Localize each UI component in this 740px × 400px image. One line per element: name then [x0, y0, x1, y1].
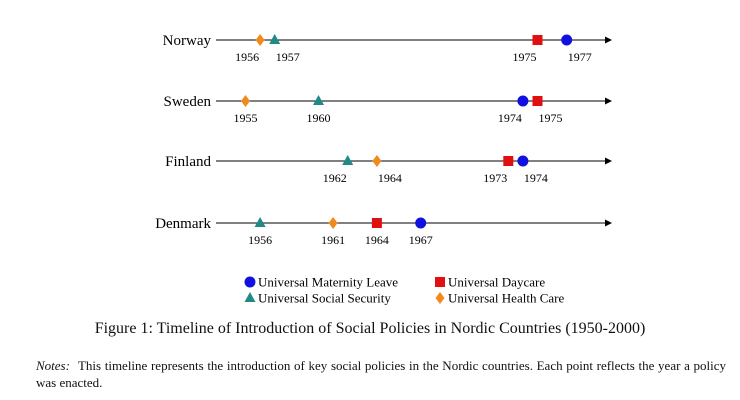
maternity-legend-icon [244, 276, 256, 288]
legend-label: Universal Social Security [258, 291, 391, 306]
timeline-row-finland: Finland 1962 1964 1973 1974 [165, 154, 612, 185]
timeline-arrowhead [605, 157, 612, 165]
country-label: Norway [163, 33, 212, 49]
timeline-arrowhead [605, 36, 612, 44]
year-label: 1955 [234, 111, 258, 125]
daycare-legend-icon [435, 277, 445, 287]
legend-item-health: Universal Health Care [435, 291, 564, 306]
year-label: 1964 [378, 171, 402, 185]
year-label: 1974 [498, 111, 522, 125]
social-marker [313, 95, 324, 105]
legend-item-maternity: Universal Maternity Leave [244, 275, 398, 290]
country-label: Finland [165, 154, 211, 170]
year-label: 1964 [365, 233, 389, 247]
health-marker [372, 155, 382, 167]
figure-caption: Figure 1: Timeline of Introduction of So… [94, 320, 646, 337]
legend-item-social: Universal Social Security [244, 291, 391, 306]
year-label: 1956 [248, 233, 272, 247]
year-label: 1975 [539, 111, 563, 125]
year-label: 1975 [513, 50, 537, 64]
social-marker [254, 217, 266, 227]
year-label: 1973 [483, 171, 507, 185]
daycare-marker [532, 35, 543, 45]
social-legend-icon [244, 292, 256, 302]
timeline-row-norway: Norway 1956 1957 1975 1977 [163, 33, 612, 64]
maternity-marker [517, 95, 529, 107]
social-marker [342, 155, 354, 165]
timeline-arrowhead [605, 219, 612, 227]
figure-notes: Notes: This timeline represents the intro… [36, 357, 726, 391]
legend-label: Universal Health Care [448, 291, 564, 306]
year-label: 1960 [307, 111, 331, 125]
year-label: 1967 [409, 233, 433, 247]
chart-legend: Universal Maternity Leave Universal Dayca… [244, 275, 564, 306]
maternity-marker [561, 34, 573, 46]
country-label: Sweden [164, 94, 212, 110]
notes-text: This timeline represents the introductio… [36, 358, 726, 390]
daycare-marker [532, 96, 543, 106]
maternity-marker [517, 155, 529, 167]
daycare-marker [371, 218, 382, 228]
year-label: 1961 [321, 233, 345, 247]
social-marker [269, 34, 281, 44]
legend-label: Universal Daycare [448, 275, 545, 290]
legend-label: Universal Maternity Leave [258, 275, 398, 290]
notes-label: Notes: [36, 358, 70, 373]
health-marker [241, 95, 250, 107]
timeline-row-denmark: Denmark 1956 1961 1964 1967 [155, 216, 612, 247]
maternity-marker [415, 217, 427, 229]
year-label: 1977 [568, 50, 592, 64]
health-marker [328, 217, 338, 229]
health-marker [255, 34, 265, 46]
year-label: 1962 [323, 171, 347, 185]
country-label: Denmark [155, 216, 211, 232]
health-legend-icon [435, 292, 445, 304]
year-label: 1956 [235, 50, 259, 64]
timeline-arrowhead [605, 97, 612, 105]
year-label: 1974 [524, 171, 548, 185]
legend-item-daycare: Universal Daycare [435, 275, 545, 290]
year-label: 1957 [276, 50, 300, 64]
daycare-marker [503, 156, 514, 166]
timeline-row-sweden: Sweden 1955 1960 1974 1975 [164, 94, 612, 125]
